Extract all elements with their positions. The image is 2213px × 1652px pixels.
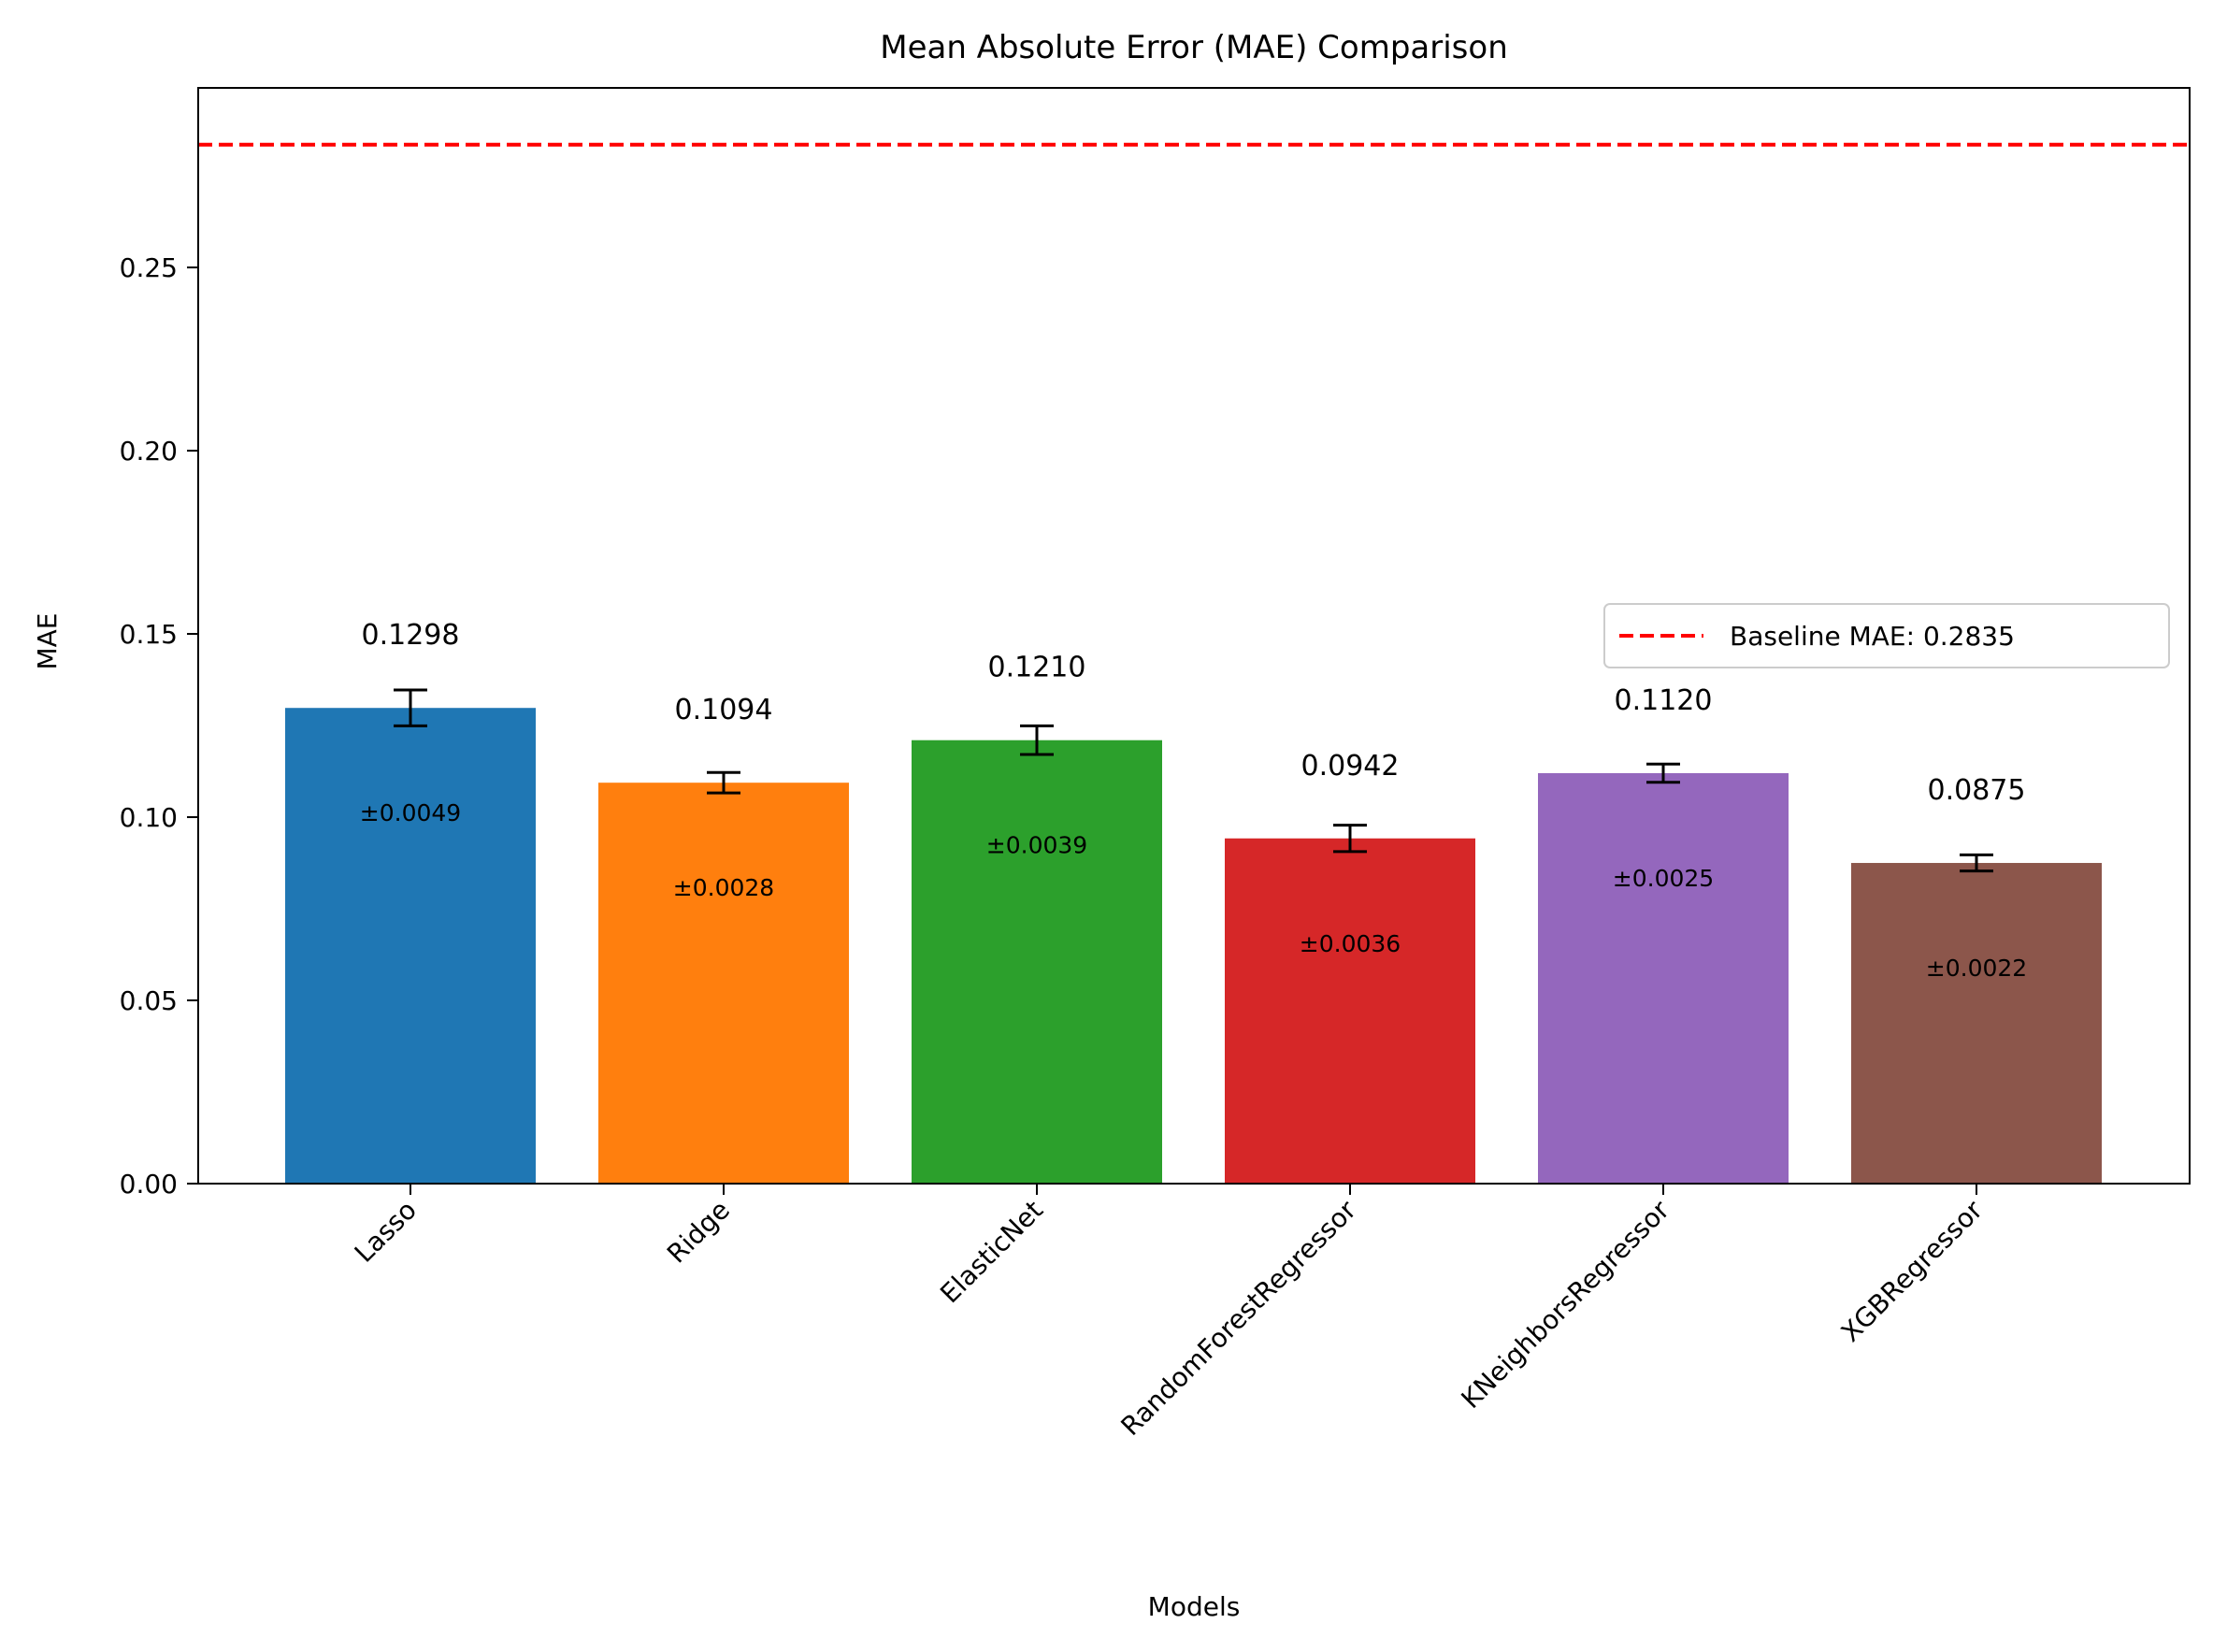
error-label-1: ±0.0028 [673,874,774,901]
bars-group [285,688,2102,1184]
bar-labels-group: 0.1298 ±0.0049 0.1094 ±0.0028 0.1210 ±0.0039 0… [360,619,2027,982]
y-tick-label-4: 0.20 [120,436,178,467]
bar-2 [912,740,1162,1184]
legend: Baseline MAE: 0.2835 [1603,603,2170,668]
plot-frame [197,87,2191,1185]
bar-5 [1851,863,2102,1184]
y-tick-label-5: 0.25 [120,252,178,283]
error-label-5: ±0.0022 [1926,955,2027,982]
y-tick-label-0: 0.00 [120,1169,178,1199]
error-label-0: ±0.0049 [360,799,461,826]
y-tick-label-2: 0.10 [120,802,178,833]
error-label-4: ±0.0025 [1613,865,1714,892]
value-label-5: 0.0875 [1928,774,2026,807]
value-label-4: 0.1120 [1615,684,1713,717]
error-label-2: ±0.0039 [986,832,1087,859]
value-label-3: 0.0942 [1301,750,1400,783]
error-label-3: ±0.0036 [1300,930,1401,957]
y-tick-label-3: 0.15 [120,619,178,650]
value-label-1: 0.1094 [675,694,773,726]
bar-4 [1538,772,1789,1184]
legend-baseline-label: Baseline MAE: 0.2835 [1730,621,2015,652]
x-axis-label: Models [1148,1591,1241,1622]
y-tick-label-1: 0.05 [120,985,178,1016]
chart-title: Mean Absolute Error (MAE) Comparison [880,29,1508,66]
bar-1 [598,783,849,1184]
value-label-2: 0.1210 [988,652,1086,684]
bar-0 [285,708,536,1184]
value-label-0: 0.1298 [362,619,460,652]
bar-3 [1225,838,1475,1184]
y-axis-label: MAE [32,612,63,669]
legend-box [1603,603,2170,668]
